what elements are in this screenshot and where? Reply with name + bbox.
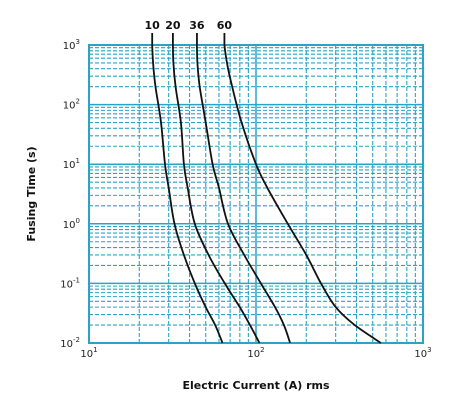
series-label-20: 20 [165,19,181,32]
y-tick-label: 102 [63,98,80,112]
series-label-60: 60 [217,19,233,32]
y-tick-label: 103 [63,38,80,52]
minor-gridlines [89,45,423,343]
y-tick-labels: 103 102 101 100 10-1 10-2 [60,38,80,350]
x-tick-label: 101 [80,346,97,360]
x-tick-label: 103 [414,346,431,360]
series-line-20 [172,44,261,344]
series-lines [151,33,382,344]
series-label-10: 10 [145,19,161,32]
y-tick-label: 101 [63,157,80,171]
y-axis-label: Fusing Time (s) [25,146,38,241]
x-axis-label: Electric Current (A) rms [182,379,329,392]
series-line-60 [223,44,382,344]
y-tick-label: 10-2 [60,336,80,350]
x-tick-labels: 101 102 103 [80,346,431,360]
plot-frame [88,44,424,344]
series-line-36 [196,44,291,344]
y-tick-label: 100 [63,217,80,231]
series-label-36: 36 [189,19,205,32]
series-line-10 [151,44,224,344]
y-tick-label: 10-1 [60,276,80,290]
series-labels: 10 20 36 60 [145,19,233,32]
x-tick-label: 102 [247,346,264,360]
